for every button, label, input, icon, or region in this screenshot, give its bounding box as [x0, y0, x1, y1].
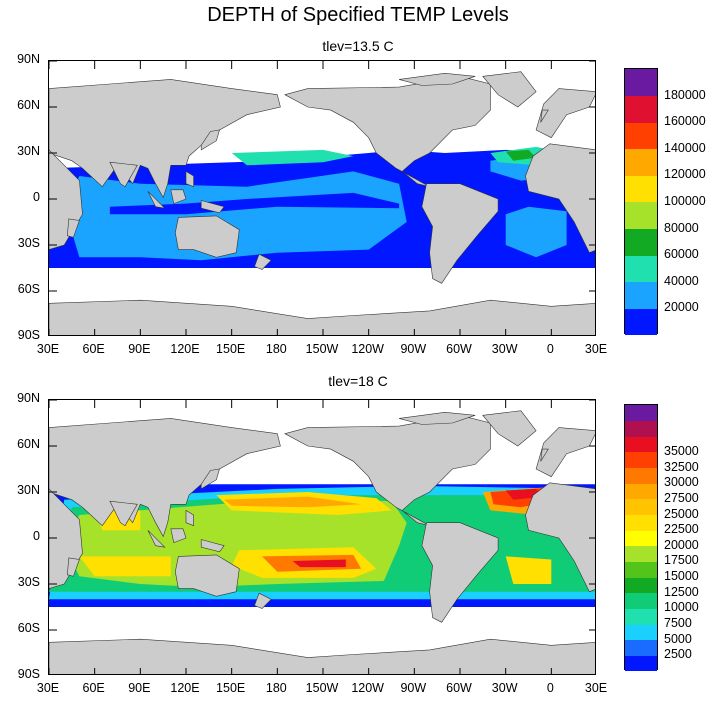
panel2-subtitle: tlev=18 C	[328, 373, 388, 389]
colorbar-swatch	[625, 451, 657, 469]
lat-tick-label: 60N	[17, 437, 40, 451]
colorbar-label: 32500	[664, 459, 699, 474]
colorbar-label: 12500	[664, 584, 699, 599]
lat-tick-label: 30S	[17, 236, 40, 250]
colorbar-swatch	[625, 530, 657, 547]
colorbar-swatch	[625, 202, 657, 230]
colorbar-label: 20000	[664, 300, 699, 315]
panel2-colorbar	[624, 404, 658, 672]
lon-tick-label: 90W	[400, 342, 427, 356]
lat-tick-label: 90S	[17, 667, 40, 681]
colorbar-label: 80000	[664, 220, 699, 235]
colorbar-label: 15000	[664, 569, 699, 584]
colorbar-swatch	[625, 69, 657, 97]
colorbar-label: 160000	[664, 114, 706, 129]
lat-tick-label: 90N	[17, 391, 40, 405]
colorbar-swatch	[625, 655, 657, 672]
colorbar-swatch	[625, 95, 657, 123]
colorbar-label: 5000	[664, 631, 692, 646]
colorbar-label: 140000	[664, 140, 706, 155]
panel1-map	[48, 60, 596, 336]
lon-tick-label: 30E	[584, 681, 608, 695]
lon-tick-label: 30E	[36, 342, 60, 356]
colorbar-swatch	[625, 420, 657, 437]
lon-tick-label: 60E	[82, 342, 105, 356]
colorbar-swatch	[625, 467, 657, 484]
colorbar-label: 100000	[664, 194, 706, 208]
colorbar-label: 22500	[664, 522, 699, 537]
colorbar-label: 27500	[664, 490, 699, 505]
lon-tick-label: 120W	[351, 681, 384, 695]
colorbar-label: 30000	[664, 475, 699, 490]
map-graphic	[49, 61, 595, 335]
colorbar-label: 35000	[664, 443, 699, 458]
colorbar-label: 7500	[664, 616, 692, 631]
lon-tick-label: 90E	[128, 342, 151, 356]
colorbar-swatch	[625, 281, 657, 309]
colorbar-swatch	[625, 148, 657, 176]
lat-tick-label: 30N	[17, 483, 40, 497]
lon-tick-label: 120E	[170, 681, 200, 695]
lon-tick-label: 150W	[305, 342, 339, 356]
colorbar-label: 180000	[664, 87, 706, 102]
lat-tick-label: 60S	[17, 282, 40, 296]
panel1-subtitle: tlev=13.5 C	[322, 38, 394, 54]
lat-tick-label: 60S	[17, 621, 40, 635]
colorbar-label: 17500	[664, 553, 699, 568]
lon-tick-label: 30E	[584, 342, 608, 356]
panel2-map	[48, 399, 596, 675]
colorbar-label: 20000	[664, 537, 699, 552]
colorbar-swatch	[625, 624, 657, 641]
map-graphic	[49, 400, 595, 674]
lon-tick-label: 30E	[36, 681, 60, 695]
colorbar-label: 2500	[664, 647, 692, 662]
colorbar-swatch	[625, 483, 657, 500]
colorbar-swatch	[625, 608, 657, 625]
colorbar-swatch	[625, 405, 657, 422]
lon-tick-label: 60W	[446, 342, 472, 356]
colorbar-swatch	[625, 545, 657, 562]
colorbar-label: 10000	[664, 600, 699, 615]
lon-tick-label: 150W	[305, 681, 339, 695]
lat-tick-label: 30N	[17, 144, 40, 158]
lon-tick-label: 60E	[82, 681, 105, 695]
colorbar-label: 60000	[664, 247, 699, 262]
lon-tick-label: 120E	[170, 342, 200, 356]
colorbar-label: 40000	[664, 273, 699, 288]
colorbar-label: 120000	[664, 167, 706, 182]
figure-title: DEPTH of Specified TEMP Levels	[207, 4, 509, 26]
lat-tick-label: 30S	[17, 575, 40, 589]
colorbar-swatch	[625, 122, 657, 150]
lon-tick-label: 180	[265, 681, 287, 695]
lat-tick-label: 0	[33, 190, 40, 204]
lon-tick-label: 150E	[216, 681, 246, 695]
colorbar-swatch	[625, 498, 657, 516]
colorbar-swatch	[625, 255, 657, 283]
colorbar-label: 25000	[664, 506, 699, 521]
colorbar-swatch	[625, 577, 657, 594]
lat-tick-label: 60N	[17, 98, 40, 112]
lon-tick-label: 0	[546, 681, 554, 695]
lon-tick-label: 60W	[446, 681, 472, 695]
lon-tick-label: 0	[546, 342, 554, 356]
lat-tick-label: 90S	[17, 328, 40, 342]
colorbar-swatch	[625, 592, 657, 609]
colorbar-swatch	[625, 639, 657, 656]
lon-tick-label: 90E	[128, 681, 151, 695]
colorbar-swatch	[625, 514, 657, 531]
lon-tick-label: 180	[265, 342, 287, 356]
colorbar-swatch	[625, 561, 657, 578]
panel1-colorbar	[624, 68, 658, 336]
lon-tick-label: 30W	[491, 681, 518, 695]
colorbar-swatch	[625, 436, 657, 453]
lon-tick-label: 120W	[351, 342, 384, 356]
lon-tick-label: 150E	[216, 342, 246, 356]
lat-tick-label: 0	[33, 529, 40, 543]
colorbar-swatch	[625, 308, 657, 336]
colorbar-swatch	[625, 175, 657, 203]
lon-tick-label: 30W	[491, 342, 518, 356]
lon-tick-label: 90W	[400, 681, 427, 695]
lat-tick-label: 90N	[17, 52, 40, 66]
colorbar-swatch	[625, 228, 657, 256]
